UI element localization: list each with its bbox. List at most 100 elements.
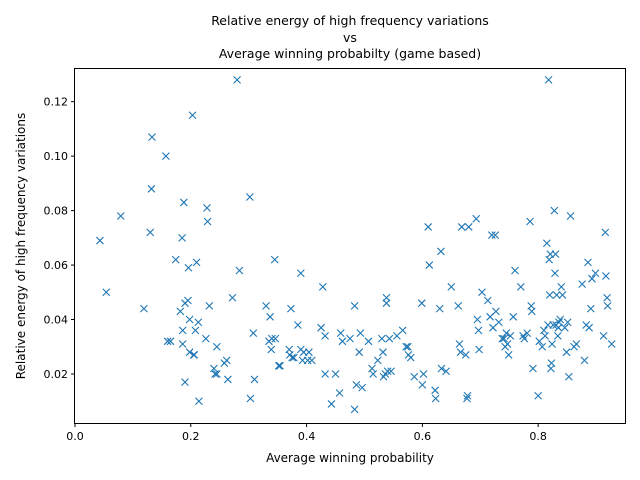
data-point [356, 349, 363, 356]
data-point [527, 218, 534, 225]
data-point [234, 76, 241, 83]
x-tick-label: 0.6 [414, 430, 432, 443]
data-point [268, 335, 275, 342]
data-point [213, 343, 220, 350]
data-point [436, 305, 443, 312]
data-point [520, 332, 527, 339]
data-point [608, 341, 615, 348]
data-point [553, 292, 560, 299]
data-point [551, 207, 558, 214]
data-point [272, 335, 279, 342]
data-point [189, 112, 196, 119]
data-point [455, 302, 462, 309]
data-point [380, 349, 387, 356]
y-tick-label: 0.02 [44, 368, 69, 381]
data-point [192, 327, 199, 334]
y-axis-label: Relative energy of high frequency variat… [14, 113, 28, 380]
data-point [546, 292, 553, 299]
data-point [148, 185, 155, 192]
data-point [370, 370, 377, 377]
data-point [236, 267, 243, 274]
data-point [602, 272, 609, 279]
data-point [322, 332, 329, 339]
data-point [294, 321, 301, 328]
data-point [432, 387, 439, 394]
data-point [276, 362, 283, 369]
data-point [567, 213, 574, 220]
data-point [179, 341, 186, 348]
data-point [195, 319, 202, 326]
x-axis-label: Average winning probability [266, 451, 434, 465]
data-point [507, 332, 514, 339]
data-point [179, 327, 186, 334]
data-point [552, 251, 559, 258]
data-point [96, 237, 103, 244]
data-point [162, 153, 169, 160]
chart-title: Relative energy of high frequency variat… [211, 13, 489, 61]
data-point [384, 368, 391, 375]
data-point [602, 229, 609, 236]
data-point [184, 297, 191, 304]
data-point [559, 292, 566, 299]
data-point [495, 319, 502, 326]
data-point [558, 283, 565, 290]
data-point [529, 365, 536, 372]
data-point [229, 294, 236, 301]
data-point [195, 398, 202, 405]
data-point [117, 213, 124, 220]
data-point [473, 215, 480, 222]
data-point [565, 373, 572, 380]
data-point [204, 218, 211, 225]
data-point [542, 332, 549, 339]
data-point [182, 379, 189, 386]
y-axis-ticks: 0.02 0.04 0.06 0.08 0.10 0.12 [44, 96, 76, 381]
data-point [456, 341, 463, 348]
data-point [488, 232, 495, 239]
data-point [581, 357, 588, 364]
data-point [297, 270, 304, 277]
x-tick-label: 0.2 [182, 430, 200, 443]
data-point [224, 376, 231, 383]
data-point [351, 406, 358, 413]
data-point [318, 324, 325, 331]
data-point [437, 248, 444, 255]
data-point [604, 294, 611, 301]
data-point [554, 332, 561, 339]
chart-title-line-3: Average winning probabilty (game based) [219, 46, 481, 61]
data-point [584, 259, 591, 266]
data-point [322, 370, 329, 377]
data-point [419, 381, 426, 388]
data-point [573, 341, 580, 348]
data-point [337, 330, 344, 337]
data-point [287, 305, 294, 312]
data-point [505, 351, 512, 358]
plot-marks [96, 76, 615, 412]
data-point [347, 335, 354, 342]
data-point [407, 354, 414, 361]
data-point [420, 370, 427, 377]
data-point [268, 346, 275, 353]
y-tick-label: 0.06 [44, 259, 69, 272]
data-point [246, 193, 253, 200]
data-point [180, 199, 187, 206]
data-point [223, 357, 230, 364]
data-point [305, 349, 312, 356]
x-tick-label: 0.8 [529, 430, 547, 443]
data-point [548, 360, 555, 367]
data-point [425, 223, 432, 230]
data-point [336, 390, 343, 397]
data-point [251, 376, 258, 383]
data-point [383, 294, 390, 301]
data-point [103, 289, 110, 296]
data-point [512, 267, 519, 274]
data-point [517, 283, 524, 290]
data-point [202, 335, 209, 342]
data-point [147, 229, 154, 236]
data-point [332, 370, 339, 377]
x-tick-label: 0.0 [66, 430, 84, 443]
data-point [204, 204, 211, 211]
y-tick-label: 0.10 [44, 150, 69, 163]
data-point [411, 373, 418, 380]
y-tick-label: 0.12 [44, 96, 69, 109]
data-point [186, 316, 193, 323]
